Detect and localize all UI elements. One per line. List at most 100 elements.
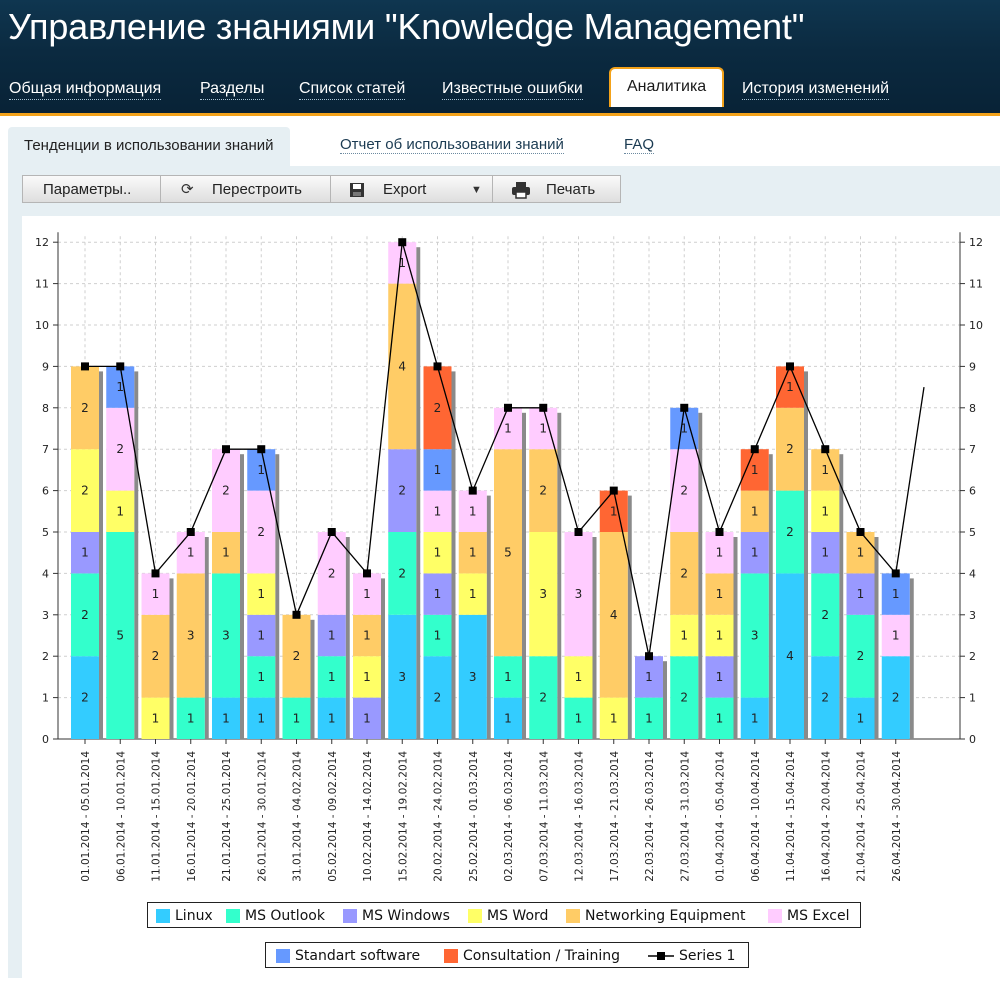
tab-general-info[interactable]: Общая информация <box>9 80 162 100</box>
bar-segment <box>846 614 875 698</box>
bar-segment <box>458 490 487 532</box>
legend-label: Consultation / Training <box>463 948 621 964</box>
bar-data-label: 2 <box>328 566 336 580</box>
bar-data-label: 1 <box>257 670 265 684</box>
bar-shadow <box>451 371 456 739</box>
series-point <box>574 528 583 536</box>
bar-data-label: 3 <box>222 629 230 643</box>
bar-segment <box>353 656 381 698</box>
bar-data-label: 1 <box>610 504 618 518</box>
bar-data-label: 1 <box>222 546 230 560</box>
tab-analytics[interactable]: Аналитика <box>609 67 725 107</box>
y-tick-label-right: 0 <box>969 733 976 746</box>
bar-segment <box>106 532 135 739</box>
bar-shadow <box>486 495 491 739</box>
bar-data-label: 1 <box>434 587 442 601</box>
bar-data-label: 2 <box>680 566 688 580</box>
bar-segment <box>423 449 452 491</box>
bar-data-label: 3 <box>575 587 583 601</box>
bar-segment <box>247 697 276 739</box>
subtab-faq[interactable]: FAQ <box>624 136 655 154</box>
bar-segment <box>247 490 276 574</box>
bar-shadow <box>134 371 139 739</box>
bar-data-label: 3 <box>469 670 477 684</box>
series-point <box>891 569 900 578</box>
legend-swatch <box>768 909 782 923</box>
bar-segment <box>740 532 769 574</box>
bar-data-label: 3 <box>398 670 406 684</box>
print-label: Печать <box>546 181 596 198</box>
tab-change-history[interactable]: История изменений <box>742 80 890 100</box>
main-nav: Общая информация Разделы Список статей И… <box>0 67 1000 115</box>
x-tick-label: 11.01.2014 - 15.01.2014 <box>151 751 163 882</box>
y-tick-label-left: 8 <box>42 402 49 415</box>
series-point <box>81 362 89 371</box>
bar-segment <box>564 656 593 698</box>
bar-segment <box>353 614 381 657</box>
x-tick-label: 26.01.2014 - 30.01.2014 <box>256 751 268 882</box>
bar-segment <box>176 573 205 698</box>
bar-data-label: 1 <box>257 711 265 725</box>
x-tick-label: 31.01.2014 - 04.02.2014 <box>292 751 304 882</box>
tab-known-errors[interactable]: Известные ошибки <box>442 80 583 100</box>
bar-data-label: 4 <box>610 608 618 622</box>
bar-shadow <box>804 371 808 739</box>
bar-data-label: 4 <box>786 649 794 663</box>
subtab-knowledge-report[interactable]: Отчет об использовании знаний <box>340 136 564 154</box>
series-point <box>116 362 125 371</box>
bar-shadow <box>627 495 632 739</box>
legend-swatch <box>444 949 458 963</box>
bar-data-label: 2 <box>116 442 124 456</box>
bar-segment <box>635 656 663 698</box>
bar-shadow <box>909 578 914 739</box>
rebuild-button[interactable]: ⟳ Перестроить <box>160 175 331 203</box>
bar-segment <box>423 490 452 532</box>
x-tick-label: 01.01.2014 - 05.01.2014 <box>80 751 92 882</box>
bar-segment <box>247 656 276 698</box>
subtab-knowledge-trends[interactable]: Тенденции в использовании знаний <box>8 127 290 168</box>
bar-data-label: 1 <box>434 629 442 643</box>
series-point <box>151 569 160 578</box>
bar-data-label: 1 <box>821 546 829 560</box>
x-tick-label: 16.04.2014 - 20.04.2014 <box>820 751 832 882</box>
bar-data-label: 1 <box>716 670 724 684</box>
bar-segment <box>881 573 910 615</box>
chart-panel: 0 0 1 1 2 2 3 3 4 4 5 5 6 6 7 7 8 8 9 9 10 10 11 11 12 12 2 2 1 2 2 01.… <box>22 216 1000 978</box>
x-tick-label: 11.04.2014 - 15.04.2014 <box>785 751 797 882</box>
bar-data-label: 5 <box>116 629 124 643</box>
bar-data-label: 1 <box>857 587 865 601</box>
legend-row-2: Standart software Consultation / Training… <box>265 942 749 968</box>
y-tick-label-right: 11 <box>969 278 983 291</box>
bar-segment <box>494 656 522 698</box>
x-tick-label: 22.03.2014 - 26.03.2014 <box>644 751 656 882</box>
bar-data-label: 3 <box>539 587 547 601</box>
y-tick-label-right: 4 <box>969 567 976 580</box>
legend-row-1: Linux MS Outlook MS Windows MS Word Networki… <box>147 902 861 928</box>
bar-data-label: 4 <box>398 359 406 373</box>
bar-segment <box>71 656 99 739</box>
bar-segment <box>423 573 452 615</box>
export-label: Export <box>383 181 427 198</box>
bar-segment <box>71 449 99 532</box>
bar-data-label: 2 <box>81 484 89 498</box>
bar-data-label: 1 <box>716 629 724 643</box>
y-tick-label-left: 6 <box>42 485 49 498</box>
series-point <box>786 362 794 371</box>
print-button[interactable]: Печать <box>492 175 621 203</box>
bar-data-label: 2 <box>821 608 829 622</box>
bar-segment <box>776 490 804 574</box>
tab-sections[interactable]: Разделы <box>200 80 265 100</box>
bar-shadow <box>874 537 879 739</box>
bar-segment <box>282 697 311 739</box>
y-tick-label-left: 7 <box>42 443 49 456</box>
y-tick-label-left: 5 <box>42 526 49 539</box>
export-button[interactable]: Export ▼ <box>330 175 493 203</box>
bar-segment <box>212 532 240 574</box>
parameters-button[interactable]: Параметры.. <box>22 175 161 203</box>
bar-data-label: 1 <box>434 504 442 518</box>
x-tick-label: 06.04.2014 - 10.04.2014 <box>750 751 762 882</box>
legend-swatch <box>226 909 240 923</box>
bar-data-label: 5 <box>504 546 512 560</box>
tab-articles[interactable]: Список статей <box>299 80 406 100</box>
bar-segment <box>176 697 205 739</box>
